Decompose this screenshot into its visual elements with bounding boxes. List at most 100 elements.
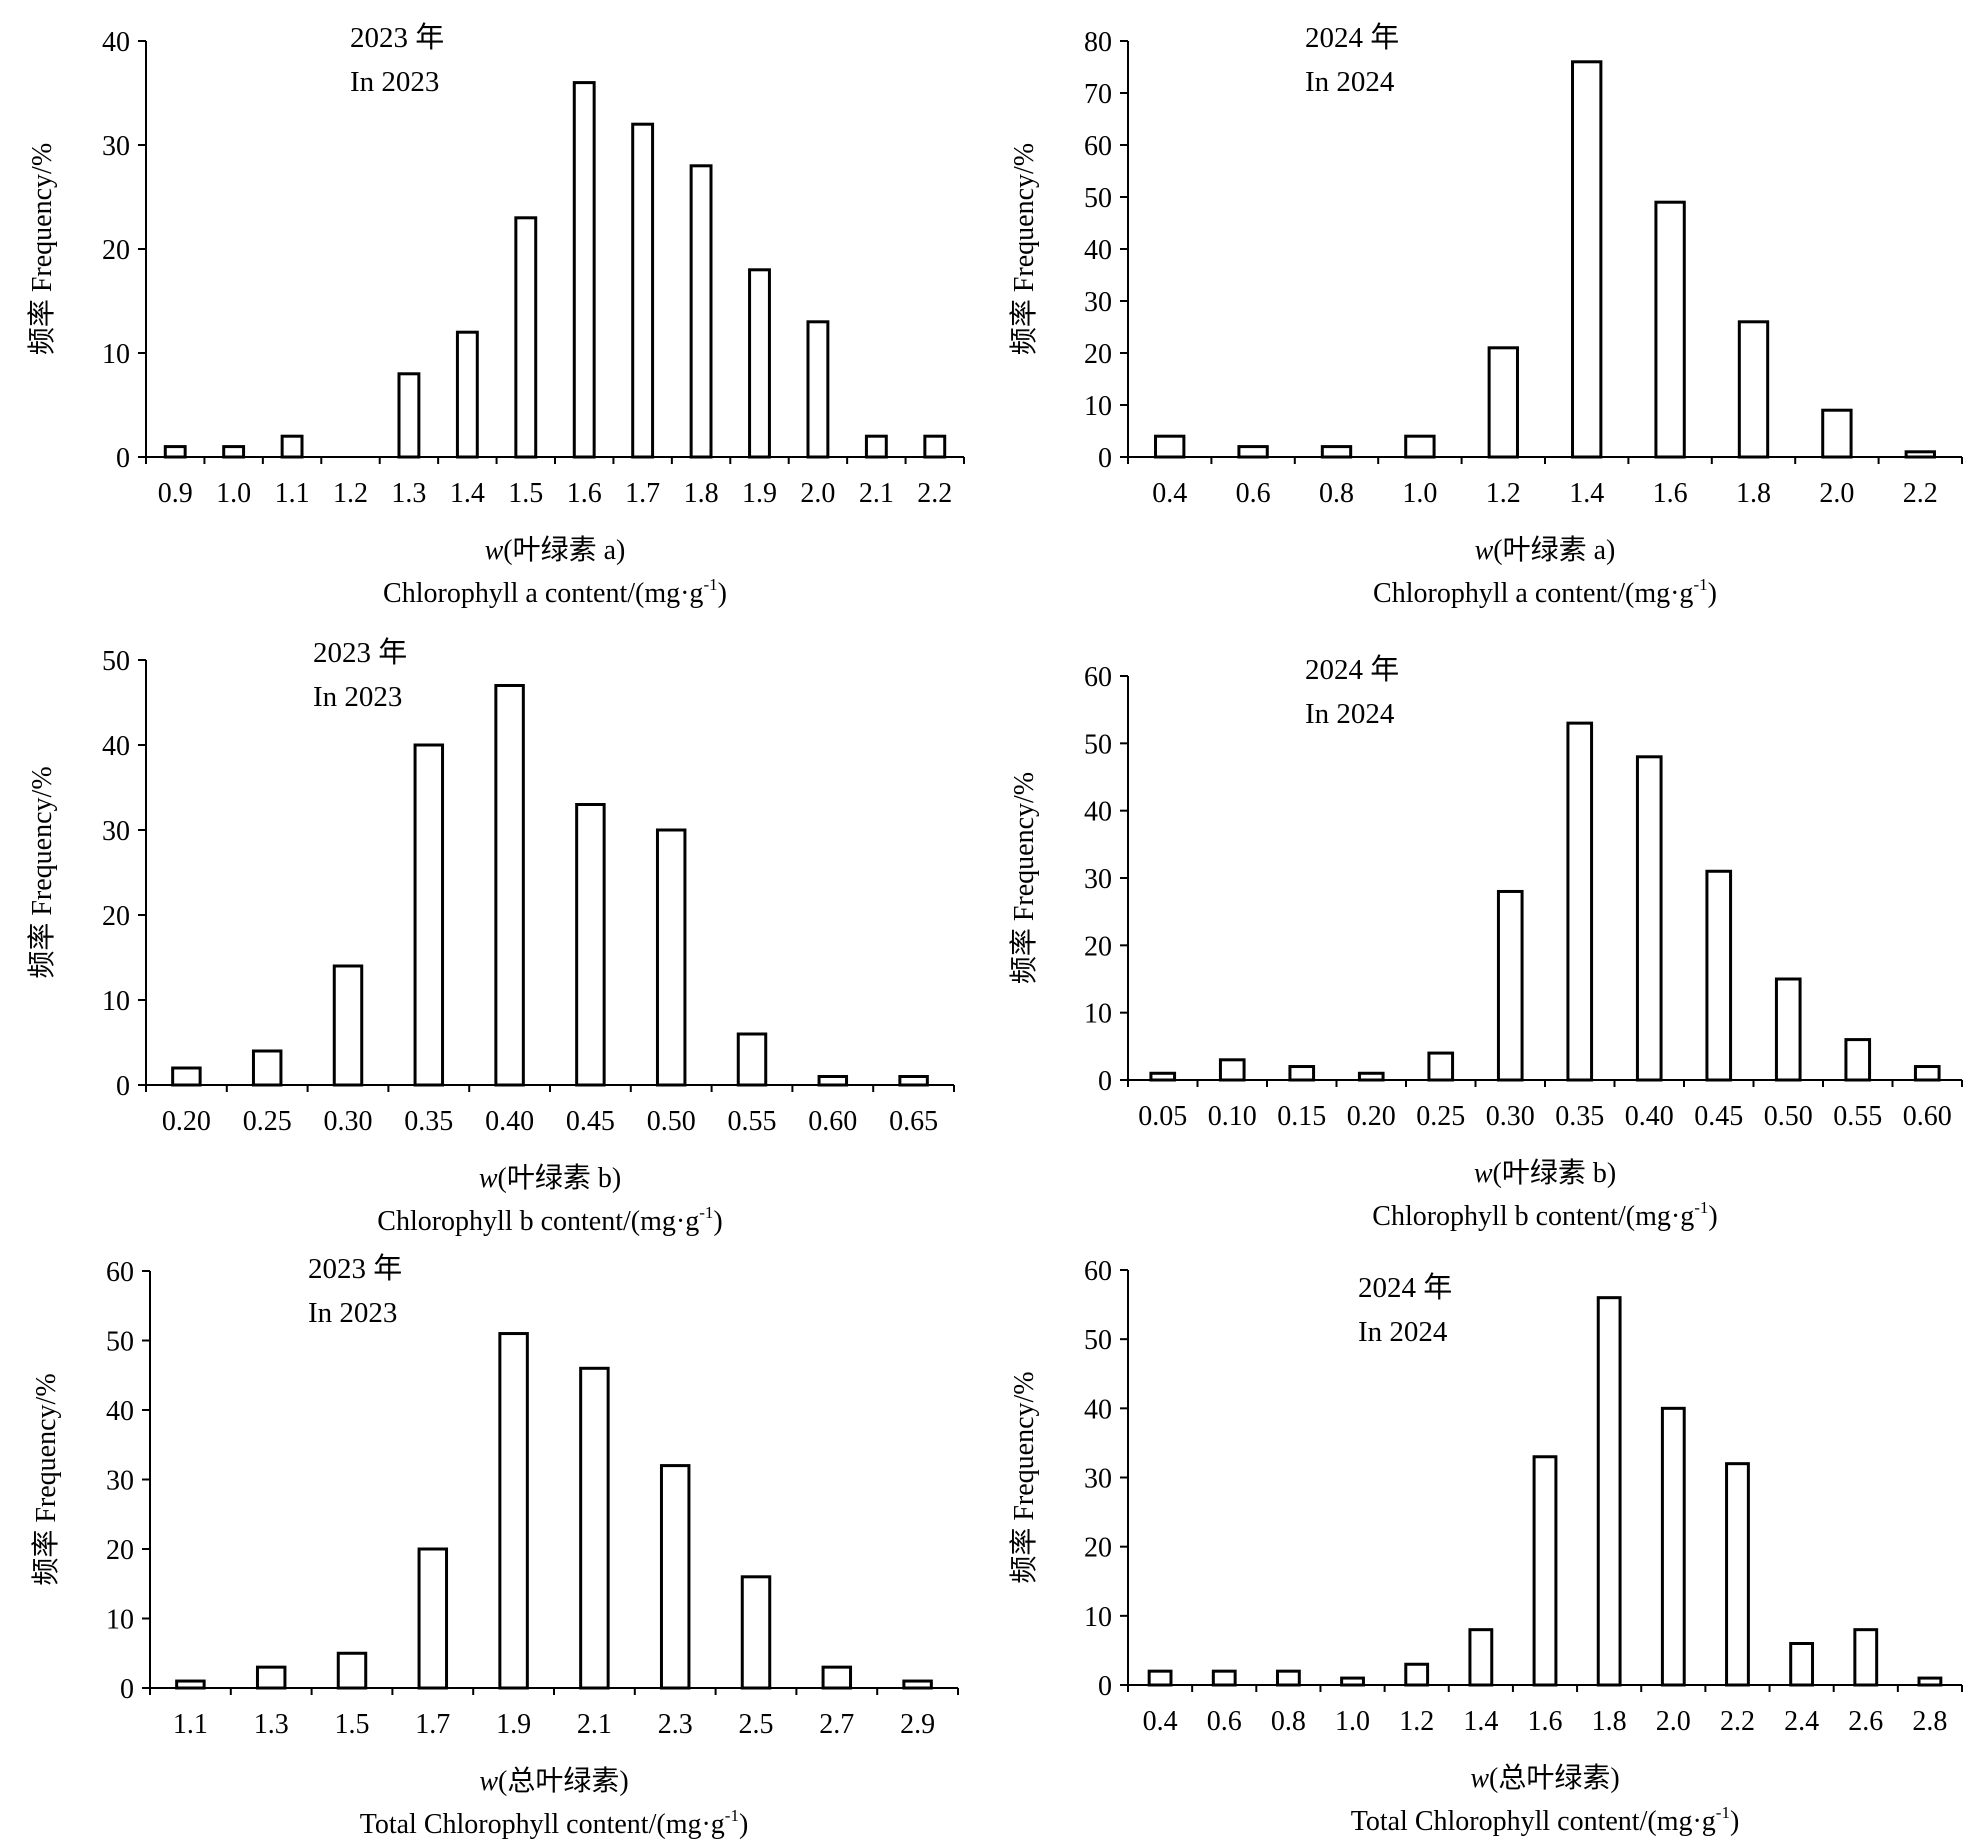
- x-tick-label: 0.6: [1207, 1706, 1242, 1737]
- bar: [1904, 450, 1936, 459]
- y-tick-label: 70: [1084, 79, 1112, 110]
- chart-panel: 0 10 20 30 40 50 60 0.05 0.10 0.15 0.20 0.25 0.30 0.3…: [1008, 653, 1963, 1232]
- x-tick-label: 0.65: [889, 1106, 938, 1137]
- y-tick-label: 10: [102, 339, 130, 370]
- y-tick-label: 30: [1084, 1464, 1112, 1495]
- bar: [1147, 1669, 1173, 1687]
- x-axis-label-close: ): [713, 1206, 722, 1237]
- x-axis-label-unit-exponent: -1: [703, 575, 717, 594]
- x-tick-label: 0.6: [1236, 478, 1271, 509]
- x-axis-label-en-text: Total Chlorophyll content/(mg·g: [360, 1809, 725, 1840]
- y-tick-label: 0: [1098, 1066, 1112, 1097]
- x-tick-label: 1.0: [1402, 478, 1437, 509]
- y-tick-label: 20: [1084, 931, 1112, 962]
- y-axis-label: 频率 Frequency/%: [1008, 143, 1040, 355]
- bar: [1211, 1669, 1237, 1687]
- x-axis-label-symbol: w: [479, 1163, 498, 1194]
- chart-panel: 0 10 20 30 40 0.9 1.0 1.1 1.2 1.3 1.4 1.5 1.6 1.7 1.8 1…: [26, 21, 965, 609]
- x-tick-label: 0.20: [1347, 1101, 1396, 1132]
- x-tick-label: 1.3: [254, 1709, 289, 1740]
- x-axis-label-en-text: Total Chlorophyll content/(mg·g: [1351, 1806, 1716, 1837]
- x-axis-label-close: ): [718, 578, 727, 609]
- x-axis-label-cn-text: (总叶绿素): [1489, 1762, 1620, 1794]
- x-axis-label-en: Total Chlorophyll content/(mg·g-1): [1351, 1803, 1740, 1837]
- bar: [1844, 1038, 1872, 1082]
- y-tick-label: 10: [106, 1605, 134, 1636]
- x-axis-label-close: ): [1730, 1806, 1739, 1837]
- bar: [1705, 869, 1733, 1082]
- y-axis-label: 频率 Frequency/%: [30, 1373, 62, 1585]
- y-tick-label: 50: [1084, 1325, 1112, 1356]
- x-tick-label: 1.9: [742, 478, 777, 509]
- x-tick-label: 1.2: [1399, 1706, 1434, 1737]
- bar: [1737, 320, 1770, 459]
- y-axis-label: 频率 Frequency/%: [1008, 1371, 1040, 1583]
- x-axis-label-symbol: w: [1474, 1158, 1493, 1189]
- y-tick-label: 20: [1084, 1533, 1112, 1564]
- chart-title: 2024 年: [1358, 1271, 1452, 1304]
- y-tick-label: 20: [106, 1535, 134, 1566]
- bar: [689, 164, 713, 459]
- x-tick-label: 2.2: [1720, 1706, 1755, 1737]
- y-tick-label: 40: [1084, 797, 1112, 828]
- x-tick-label: 2.7: [819, 1709, 854, 1740]
- bar: [255, 1665, 287, 1690]
- bar: [175, 1679, 206, 1690]
- y-axis-label: 频率 Frequency/%: [1008, 772, 1040, 984]
- x-axis-label-close: ): [739, 1809, 748, 1840]
- x-tick-label: 2.0: [1656, 1706, 1691, 1737]
- bar: [1566, 721, 1594, 1082]
- chart-subtitle: In 2024: [1358, 1316, 1448, 1348]
- chart-panel: 0 10 20 30 40 50 60 0.4 0.6 0.8 1.0 1.2 1.4 1.6 1.8 2.0…: [1008, 1256, 1963, 1837]
- bar: [1532, 1455, 1558, 1687]
- bar: [821, 1665, 853, 1690]
- x-tick-label: 0.50: [1764, 1101, 1813, 1132]
- y-tick-label: 10: [1084, 1602, 1112, 1633]
- y-tick-label: 30: [106, 1466, 134, 1497]
- bar: [655, 828, 687, 1087]
- bar: [1487, 346, 1519, 459]
- x-tick-label: 1.7: [625, 478, 660, 509]
- x-tick-label: 2.0: [1819, 478, 1854, 509]
- y-tick-label: 20: [102, 235, 130, 266]
- bar: [1725, 1462, 1750, 1687]
- y-tick-label: 20: [102, 901, 130, 932]
- bar: [163, 445, 187, 459]
- x-axis-label-unit-exponent: -1: [699, 1203, 713, 1222]
- chart-title: 2023 年: [313, 636, 407, 669]
- x-tick-label: 2.2: [917, 478, 952, 509]
- bar: [1496, 889, 1524, 1082]
- bar: [902, 1679, 933, 1690]
- bar: [631, 122, 655, 459]
- x-tick-label: 0.35: [404, 1106, 453, 1137]
- x-tick-label: 1.8: [1736, 478, 1771, 509]
- x-axis-label-unit-exponent: -1: [1694, 1198, 1708, 1217]
- bar: [1853, 1628, 1879, 1687]
- x-tick-label: 2.1: [577, 1709, 612, 1740]
- x-tick-label: 1.8: [1592, 1706, 1627, 1737]
- bar: [575, 803, 606, 1087]
- x-tick-label: 0.40: [485, 1106, 534, 1137]
- x-axis-label-cn-text: (总叶绿素): [498, 1765, 629, 1797]
- x-tick-label: 1.6: [1528, 1706, 1563, 1737]
- bar: [1404, 1662, 1430, 1687]
- y-tick-label: 50: [102, 646, 130, 677]
- x-tick-label: 1.7: [415, 1709, 450, 1740]
- bar: [222, 445, 246, 459]
- x-tick-label: 1.0: [1335, 1706, 1370, 1737]
- bar: [1821, 408, 1853, 459]
- y-tick-label: 0: [1098, 1671, 1112, 1702]
- x-tick-label: 0.40: [1625, 1101, 1674, 1132]
- y-tick-label: 0: [116, 1071, 130, 1102]
- bar: [417, 1547, 449, 1690]
- bar: [864, 434, 888, 459]
- y-tick-label: 30: [102, 816, 130, 847]
- y-tick-label: 40: [106, 1396, 134, 1427]
- x-tick-label: 1.5: [508, 478, 543, 509]
- y-tick-label: 10: [1084, 999, 1112, 1030]
- y-tick-label: 40: [102, 27, 130, 58]
- y-tick-label: 60: [106, 1257, 134, 1288]
- bar: [1596, 1296, 1622, 1687]
- bar: [1154, 434, 1186, 459]
